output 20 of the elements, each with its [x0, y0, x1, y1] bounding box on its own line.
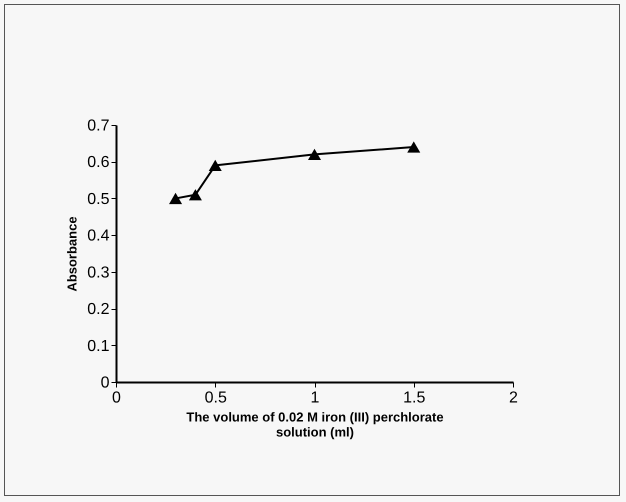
y-tick-label: 0.5: [87, 190, 110, 208]
point: [407, 141, 420, 153]
x-tick-label: 1: [310, 390, 320, 406]
y-axis-title: Absorbance: [64, 216, 80, 292]
x-axis-title: The volume of 0.02 M iron (III) perchlorate solution (ml): [186, 410, 444, 440]
y-tick-label: 0.7: [87, 118, 110, 134]
x-tick-label: 2: [509, 390, 518, 406]
point: [169, 192, 182, 204]
y-tick-label: 0.3: [87, 264, 110, 282]
x-tick-label: 0.5: [204, 390, 227, 406]
x-tick-label: 0: [112, 390, 122, 406]
point: [208, 160, 222, 172]
y-tick-label: 0.2: [87, 301, 110, 318]
y-tick-label: 0.6: [87, 154, 110, 172]
x-tick-label: 1.5: [403, 390, 426, 406]
point: [188, 189, 202, 200]
y-tick-label: 0: [100, 374, 110, 392]
y-tick-label: 0.4: [87, 228, 110, 245]
point: [308, 148, 322, 160]
y-tick-label: 0.1: [87, 338, 110, 355]
